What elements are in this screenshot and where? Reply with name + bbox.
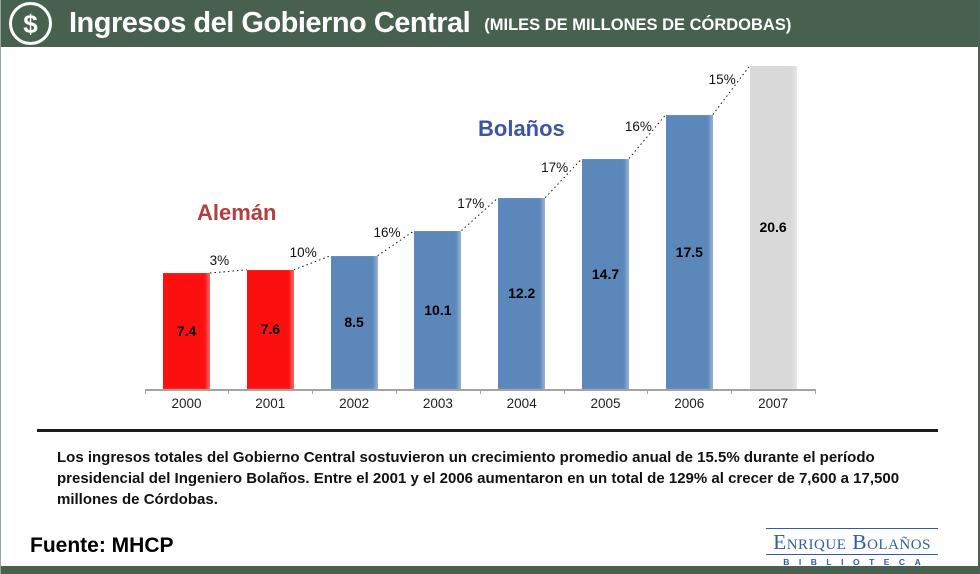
x-axis-tick xyxy=(731,389,733,394)
bar-value-label: 12.2 xyxy=(508,285,536,302)
x-axis-tick-label: 2003 xyxy=(422,396,453,411)
x-axis-line xyxy=(144,389,815,391)
x-axis-tick xyxy=(647,389,649,394)
x-axis-tick-label: 2007 xyxy=(758,396,789,411)
x-axis-tick-label: 2006 xyxy=(674,396,705,411)
x-axis-tick-label: 2000 xyxy=(171,396,202,411)
bar-2006 xyxy=(665,114,713,389)
bar-2005 xyxy=(582,158,629,389)
logo-title: Enrique Bolaños xyxy=(766,528,938,555)
bar-2001 xyxy=(246,269,294,389)
growth-percent-label: 16% xyxy=(373,225,401,241)
source-label: Fuente: MHCP xyxy=(30,534,174,557)
separator-rule xyxy=(37,429,938,432)
x-axis-tick-label: 2002 xyxy=(339,396,370,411)
x-axis-tick-label: 2004 xyxy=(506,396,537,411)
page-subtitle: (MILES DE MILLONES DE CÓRDOBAS) xyxy=(484,16,792,34)
x-axis-tick xyxy=(312,389,314,394)
bottom-accent-bar xyxy=(0,566,980,574)
bar-value-label: 14.7 xyxy=(591,265,620,282)
growth-percent-label: 10% xyxy=(289,244,317,260)
period-label-bolanos: Bolaños xyxy=(478,116,565,141)
x-axis-tick xyxy=(144,389,146,394)
growth-percent-label: 3% xyxy=(209,253,230,269)
bar-value-label: 17.5 xyxy=(675,243,703,260)
bar-2004 xyxy=(498,197,546,389)
x-axis-tick xyxy=(396,389,397,394)
x-axis-tick xyxy=(479,389,481,394)
enrique-bolanos-biblioteca-logo: Enrique Bolaños BIBLIOTECA xyxy=(766,528,938,567)
bar-value-label: 20.6 xyxy=(759,219,787,236)
bar-2007 xyxy=(749,65,797,389)
bar-2000 xyxy=(163,272,210,389)
bar-2002 xyxy=(330,255,378,389)
x-axis-tick-label: 2001 xyxy=(255,396,286,411)
page-title: Ingresos del Gobierno Central xyxy=(69,7,471,39)
bar-value-label: 7.6 xyxy=(260,321,281,338)
bar-value-label: 7.4 xyxy=(176,322,197,339)
bar-2003 xyxy=(414,230,462,389)
growth-percent-label: 16% xyxy=(624,118,652,134)
x-axis-tick xyxy=(563,389,565,394)
bar-value-label: 10.1 xyxy=(424,301,452,318)
bar-value-label: 8.5 xyxy=(344,314,364,331)
header-band: $ Ingresos del Gobierno Central (MILES D… xyxy=(0,0,980,47)
summary-text: Los ingresos totales del Gobierno Centra… xyxy=(57,449,900,508)
x-axis-tick xyxy=(228,389,230,394)
logo-subtitle: BIBLIOTECA xyxy=(783,557,931,567)
period-label-aleman: Alemán xyxy=(197,200,277,225)
growth-percent-label: 17% xyxy=(541,160,569,176)
x-axis-tick-label: 2005 xyxy=(590,396,621,411)
dollar-coin-icon: $ xyxy=(9,2,52,45)
x-axis-tick xyxy=(815,389,816,394)
growth-percent-label: 17% xyxy=(457,196,485,212)
growth-percent-label: 15% xyxy=(708,72,736,88)
